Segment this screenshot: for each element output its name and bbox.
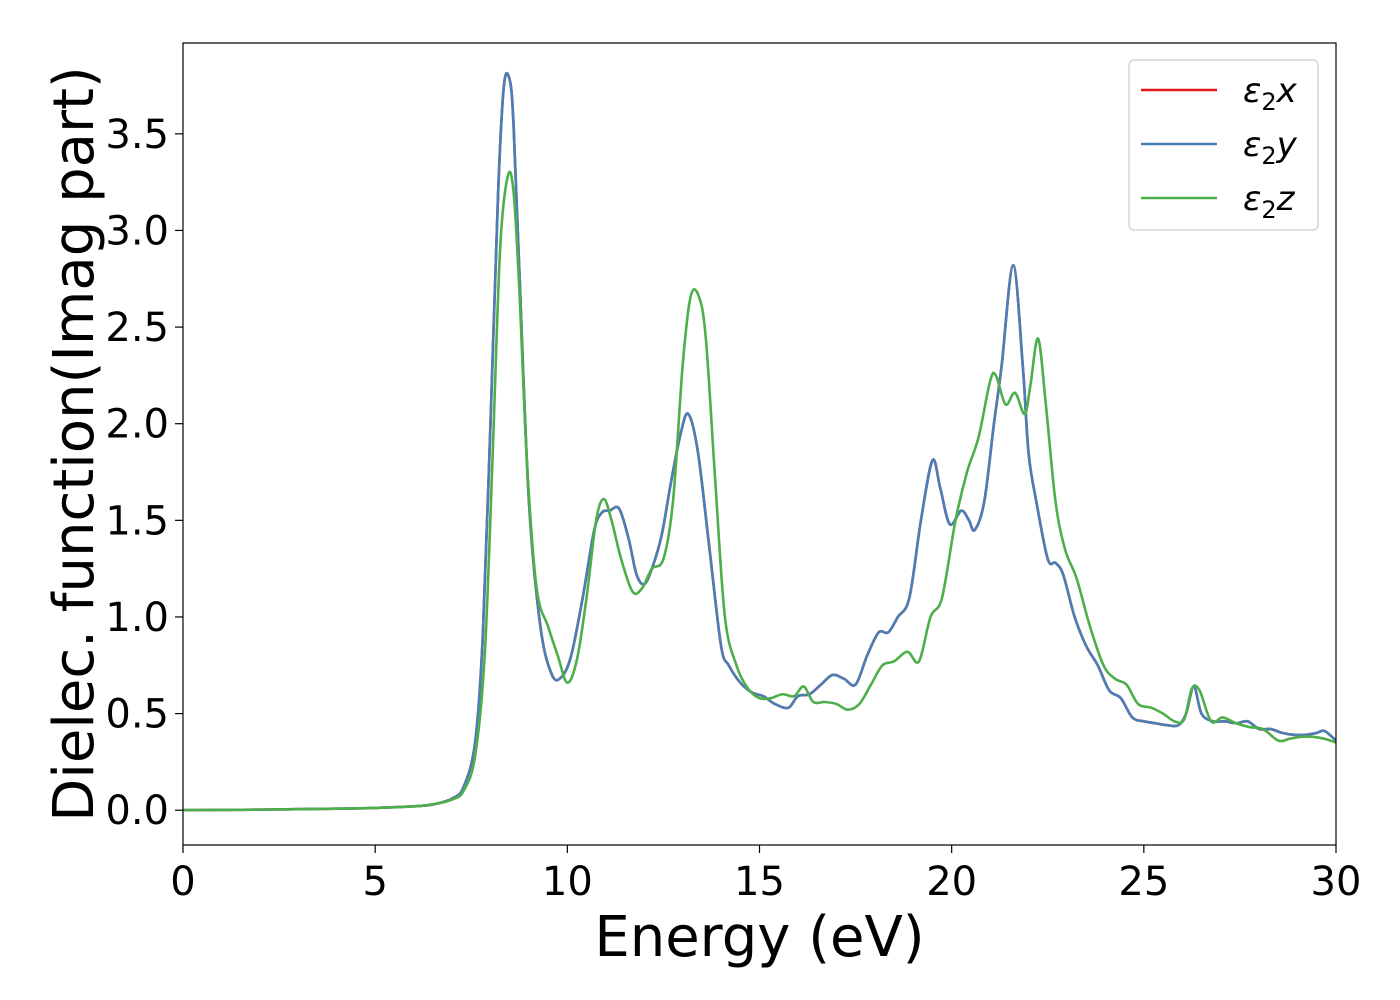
x-tick-label: 10 xyxy=(542,859,593,905)
legend-label: ε2y xyxy=(1243,125,1298,170)
y-tick-label: 1.5 xyxy=(105,498,169,544)
legend-items: ε2x ε2y ε2z xyxy=(1141,71,1298,224)
y-tick-label: 0.5 xyxy=(105,692,169,738)
x-tick-label: 0 xyxy=(170,859,195,905)
legend: ε2x ε2y ε2z xyxy=(1128,59,1319,231)
legend-label: ε2x xyxy=(1243,71,1298,116)
y-axis-ticks: 0.0 0.5 1.0 1.5 2.0 2.5 3.0 3.5 xyxy=(105,112,183,834)
x-tick-label: 5 xyxy=(362,859,387,905)
legend-item-x: ε2x xyxy=(1141,71,1298,116)
legend-box xyxy=(1128,59,1319,231)
x-tick-label: 30 xyxy=(1311,859,1362,905)
y-tick-label: 2.0 xyxy=(105,402,169,448)
y-tick-label: 0.0 xyxy=(105,788,169,834)
y-tick-label: 1.0 xyxy=(105,595,169,641)
x-tick-label: 15 xyxy=(734,859,785,905)
y-tick-label: 2.5 xyxy=(105,305,169,351)
y-tick-label: 3.0 xyxy=(105,208,169,254)
legend-label: ε2z xyxy=(1243,179,1296,224)
y-tick-label: 3.5 xyxy=(105,112,169,158)
x-tick-label: 25 xyxy=(1118,859,1169,905)
x-tick-label: 20 xyxy=(926,859,977,905)
x-axis-ticks: 0 5 10 15 20 25 30 xyxy=(170,845,1361,905)
series-line-y xyxy=(183,71,1336,812)
legend-item-y: ε2y xyxy=(1141,125,1298,170)
y-axis-title: Dielec. function(Imag part) xyxy=(42,66,107,822)
x-axis-title: Energy (eV) xyxy=(594,905,924,970)
legend-item-z: ε2z xyxy=(1141,179,1296,224)
series-line-z xyxy=(183,170,1336,812)
series-layer xyxy=(183,71,1336,812)
